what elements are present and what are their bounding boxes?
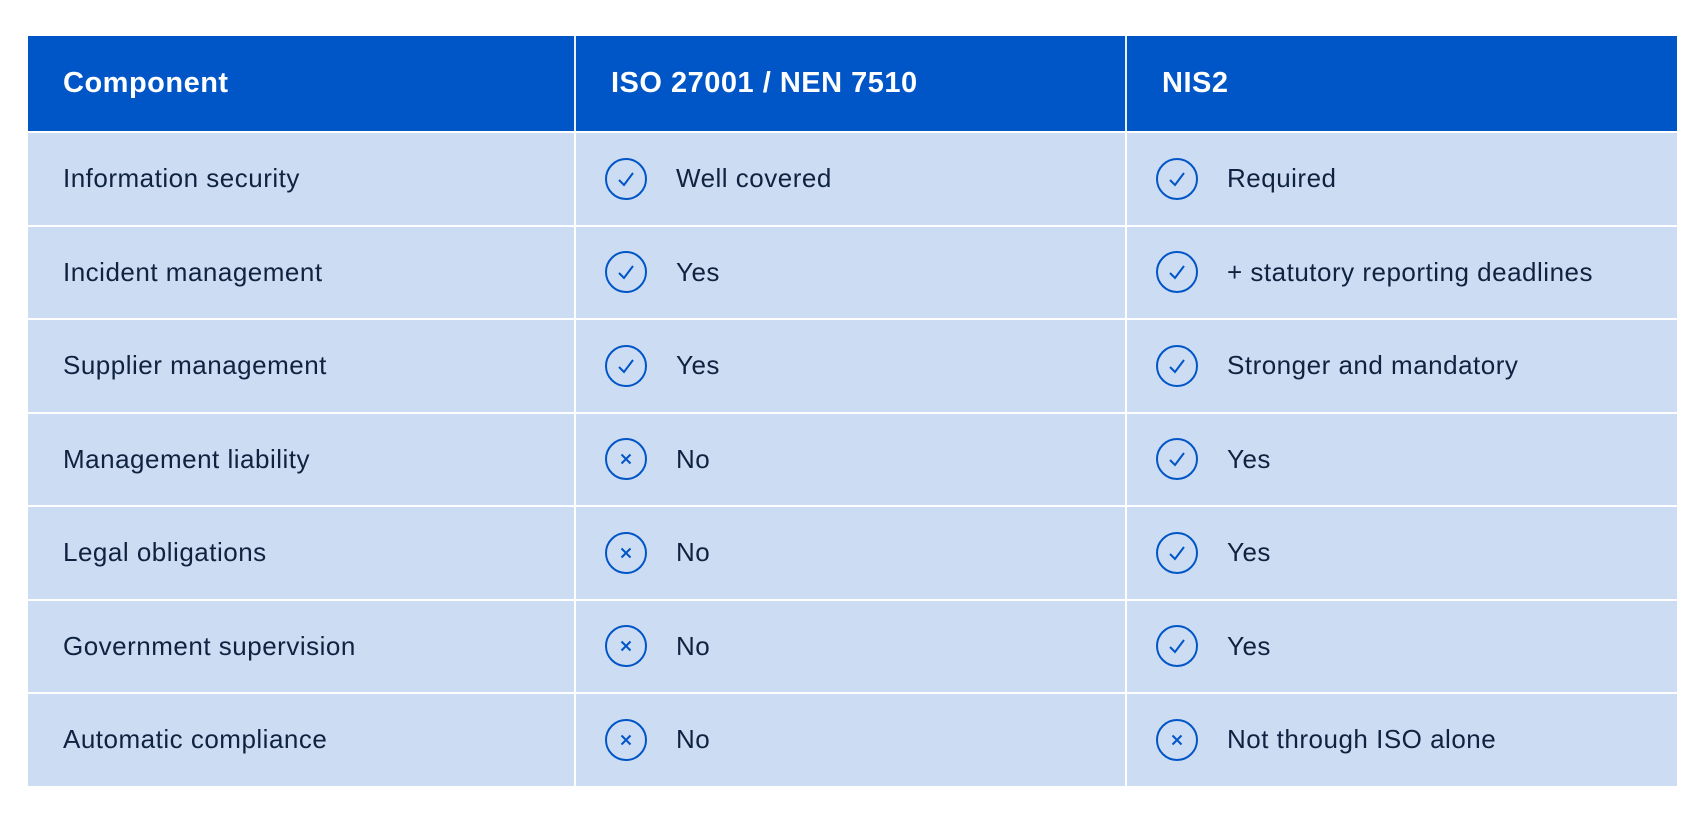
- nis2-text: + statutory reporting deadlines: [1227, 256, 1593, 287]
- iso-text: No: [676, 630, 711, 661]
- iso-text: No: [676, 537, 711, 568]
- component-cell: Incident management: [28, 226, 576, 318]
- comparison-table: Component ISO 27001 / NEN 7510 NIS2 Info…: [28, 36, 1677, 786]
- component-cell: Management liability: [28, 413, 576, 505]
- iso-cell: Yes: [576, 320, 1127, 412]
- component-cell: Information security: [28, 133, 576, 225]
- iso-text: Yes: [676, 256, 720, 287]
- check-circle-icon: [604, 157, 648, 201]
- header-iso: ISO 27001 / NEN 7510: [576, 36, 1127, 131]
- nis2-cell: Stronger and mandatory: [1127, 320, 1677, 412]
- table-row: Supplier management Yes Stronger and man…: [28, 318, 1677, 412]
- component-cell: Automatic compliance: [28, 694, 576, 786]
- check-circle-icon: [1155, 250, 1199, 294]
- iso-text: No: [676, 443, 711, 474]
- cross-circle-icon: [604, 624, 648, 668]
- nis2-cell: Yes: [1127, 414, 1677, 506]
- nis2-text: Yes: [1227, 443, 1271, 474]
- check-circle-icon: [1155, 437, 1199, 481]
- nis2-text: Yes: [1227, 537, 1271, 568]
- check-circle-icon: [604, 250, 648, 294]
- nis2-text: Required: [1227, 163, 1337, 194]
- header-nis2: NIS2: [1162, 67, 1229, 99]
- component-cell: Supplier management: [28, 320, 576, 412]
- component-cell: Government supervision: [28, 600, 576, 692]
- iso-cell: Yes: [576, 226, 1127, 318]
- cross-circle-icon: [1155, 718, 1199, 762]
- check-circle-icon: [1155, 624, 1199, 668]
- iso-text: Yes: [676, 350, 720, 381]
- check-circle-icon: [1155, 344, 1199, 388]
- table-row: Automatic compliance No Not through ISO …: [28, 692, 1677, 786]
- table-row: Management liability No Yes: [28, 411, 1677, 506]
- check-circle-icon: [1155, 157, 1199, 201]
- header-component: Component: [28, 36, 576, 131]
- cross-circle-icon: [604, 437, 648, 481]
- table-row: Information security Well covered Requir…: [28, 131, 1677, 225]
- cross-circle-icon: [604, 531, 648, 575]
- check-circle-icon: [604, 344, 648, 388]
- iso-cell: No: [576, 600, 1127, 692]
- cross-circle-icon: [604, 718, 648, 762]
- table-row: Incident management Yes + statutory repo…: [28, 224, 1677, 319]
- nis2-cell: Yes: [1127, 507, 1677, 599]
- nis2-text: Yes: [1227, 630, 1271, 661]
- check-circle-icon: [1155, 531, 1199, 575]
- iso-text: Well covered: [676, 163, 832, 194]
- table-row: Legal obligations No Yes: [28, 505, 1677, 599]
- nis2-cell: + statutory reporting deadlines: [1127, 227, 1677, 319]
- nis2-text: Not through ISO alone: [1227, 724, 1497, 755]
- nis2-cell: Yes: [1127, 601, 1677, 693]
- component-cell: Legal obligations: [28, 507, 576, 599]
- nis2-text: Stronger and mandatory: [1227, 350, 1519, 381]
- iso-cell: Well covered: [576, 133, 1127, 225]
- table-header: Component ISO 27001 / NEN 7510 NIS2: [28, 36, 1677, 131]
- iso-text: No: [676, 724, 711, 755]
- iso-cell: No: [576, 694, 1127, 786]
- iso-cell: No: [576, 413, 1127, 505]
- nis2-cell: Required: [1127, 133, 1677, 225]
- table-row: Government supervision No Yes: [28, 598, 1677, 693]
- nis2-cell: Not through ISO alone: [1127, 694, 1677, 786]
- iso-cell: No: [576, 507, 1127, 599]
